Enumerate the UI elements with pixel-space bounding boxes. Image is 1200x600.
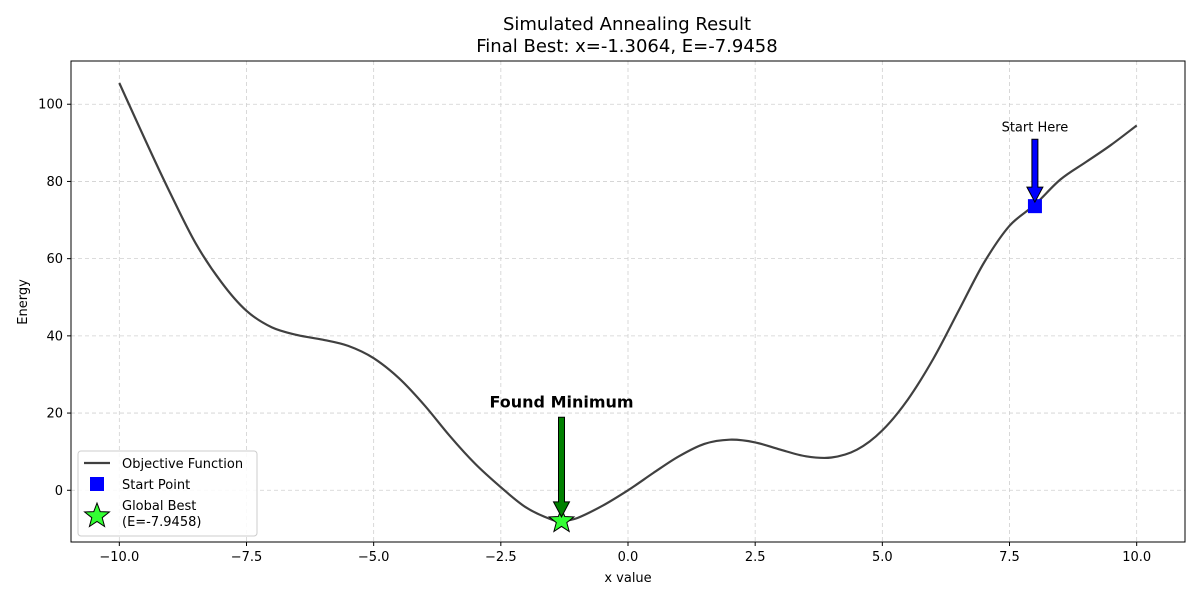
start-arrow bbox=[1026, 138, 1044, 204]
start-point-marker bbox=[1027, 199, 1042, 214]
legend-box bbox=[77, 450, 258, 537]
minimum-arrow bbox=[552, 416, 571, 518]
legend: Objective Function Start Point Global Best… bbox=[77, 450, 258, 537]
y-axis-label: Energy bbox=[16, 279, 31, 325]
x-tick-label: 10.0 bbox=[1122, 550, 1151, 565]
y-tick-label: 20 bbox=[46, 407, 63, 422]
global-best-marker bbox=[547, 506, 576, 533]
objective-function-line bbox=[118, 82, 1138, 523]
x-tick-label: 0.0 bbox=[618, 550, 639, 565]
legend-star-swatch bbox=[83, 501, 111, 528]
legend-label: Start Point bbox=[122, 478, 190, 493]
x-tick-label: −2.5 bbox=[485, 550, 517, 565]
y-tick-label: 40 bbox=[46, 329, 63, 344]
legend-label: (E=-7.9458) bbox=[122, 515, 201, 530]
y-tick-label: 80 bbox=[46, 175, 63, 190]
annotations: Start Here Found Minimum bbox=[489, 120, 1069, 518]
x-tick-label: 7.5 bbox=[999, 550, 1020, 565]
y-tick-label: 60 bbox=[46, 252, 63, 267]
chart-title: Simulated Annealing Result bbox=[503, 14, 751, 35]
y-tick-label: 100 bbox=[38, 98, 63, 113]
axis-ticks: −10.0 −7.5 −5.0 −2.5 0.0 2.5 5.0 7.5 10.0 0 20 40 60… bbox=[38, 98, 1151, 565]
start-here-label: Start Here bbox=[1002, 120, 1069, 135]
x-tick-label: 2.5 bbox=[745, 550, 766, 565]
found-minimum-label: Found Minimum bbox=[489, 392, 633, 411]
x-tick-label: −5.0 bbox=[358, 550, 390, 565]
x-axis-label: x value bbox=[604, 571, 651, 586]
legend-label: Objective Function bbox=[122, 457, 243, 472]
x-tick-label: −7.5 bbox=[231, 550, 263, 565]
x-tick-label: 5.0 bbox=[872, 550, 893, 565]
plot-frame bbox=[70, 60, 1186, 543]
chart-subtitle: Final Best: x=-1.3064, E=-7.9458 bbox=[476, 36, 777, 57]
grid bbox=[71, 61, 1185, 542]
legend-label: Global Best bbox=[122, 499, 196, 514]
legend-items: Objective Function Start Point Global Best… bbox=[83, 457, 243, 530]
x-tick-label: −10.0 bbox=[99, 550, 139, 565]
series-layer bbox=[118, 82, 1138, 533]
y-tick-label: 0 bbox=[55, 484, 63, 499]
legend-square-swatch bbox=[90, 477, 104, 491]
